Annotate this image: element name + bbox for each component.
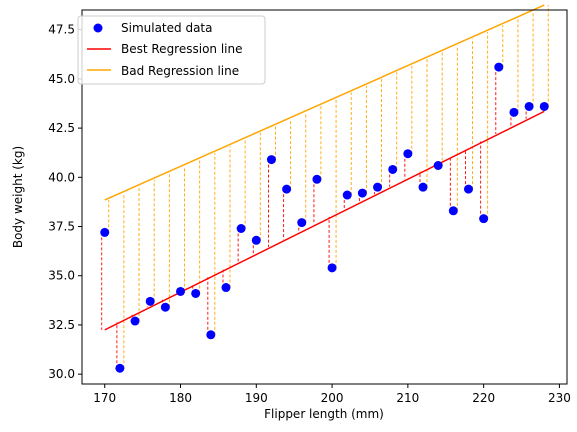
- y-tick-label: 40.0: [48, 170, 75, 184]
- data-point: [479, 214, 489, 224]
- x-tick-label: 180: [169, 391, 192, 405]
- legend-label-bad-regression: Bad Regression line: [121, 64, 239, 78]
- data-point: [403, 149, 413, 159]
- y-tick-label: 35.0: [48, 269, 75, 283]
- data-point: [236, 223, 246, 233]
- data-point: [524, 101, 534, 111]
- data-point: [312, 174, 322, 184]
- legend-box: [77, 15, 266, 85]
- data-point: [176, 286, 186, 296]
- data-point: [266, 155, 276, 165]
- x-tick-label: 230: [548, 391, 571, 405]
- data-point: [509, 107, 519, 117]
- data-point: [357, 188, 367, 198]
- x-tick-label: 200: [321, 391, 344, 405]
- data-point: [130, 316, 140, 326]
- data-point: [433, 161, 443, 171]
- x-axis-label: Flipper length (mm): [264, 407, 384, 421]
- data-point: [327, 263, 337, 273]
- data-point: [145, 296, 155, 306]
- data-point: [100, 227, 110, 237]
- x-tick-label: 220: [472, 391, 495, 405]
- legend-label-simulated-data: Simulated data: [121, 21, 212, 35]
- data-point: [373, 182, 383, 192]
- x-tick-label: 210: [396, 391, 419, 405]
- data-point: [463, 184, 473, 194]
- data-point: [297, 218, 307, 228]
- y-tick-label: 32.5: [48, 318, 75, 332]
- data-point: [388, 164, 398, 174]
- legend: Simulated data Best Regression line Bad …: [77, 15, 266, 85]
- data-point: [191, 288, 201, 298]
- x-tick-label: 190: [245, 391, 268, 405]
- data-point: [221, 283, 231, 293]
- data-point: [494, 62, 504, 72]
- data-point: [160, 302, 170, 312]
- x-tick-label: 170: [93, 391, 116, 405]
- data-point: [115, 363, 125, 373]
- x-axis-ticks: 170 180 190 200 210 220 230: [93, 384, 571, 405]
- data-point: [539, 101, 549, 111]
- data-point: [206, 330, 216, 340]
- y-axis-label: Body weight (kg): [11, 146, 25, 248]
- y-tick-label: 47.5: [48, 23, 75, 37]
- legend-marker-simulated-data: [93, 23, 103, 33]
- legend-label-best-regression: Best Regression line: [121, 42, 243, 56]
- bad-regression-line: [104, 4, 545, 201]
- data-points: [100, 62, 549, 373]
- y-tick-label: 45.0: [48, 72, 75, 86]
- y-tick-label: 42.5: [48, 121, 75, 135]
- y-axis-ticks: 30.0 32.5 35.0 37.5 40.0 42.5 45.0 47.5: [48, 23, 82, 381]
- y-tick-label: 30.0: [48, 367, 75, 381]
- data-point: [418, 182, 428, 192]
- data-point: [282, 184, 292, 194]
- data-point: [448, 206, 458, 216]
- residual-lines: [101, 5, 549, 369]
- y-tick-label: 37.5: [48, 220, 75, 234]
- plot-frame: [81, 9, 568, 385]
- data-point: [342, 190, 352, 200]
- data-point: [251, 235, 261, 245]
